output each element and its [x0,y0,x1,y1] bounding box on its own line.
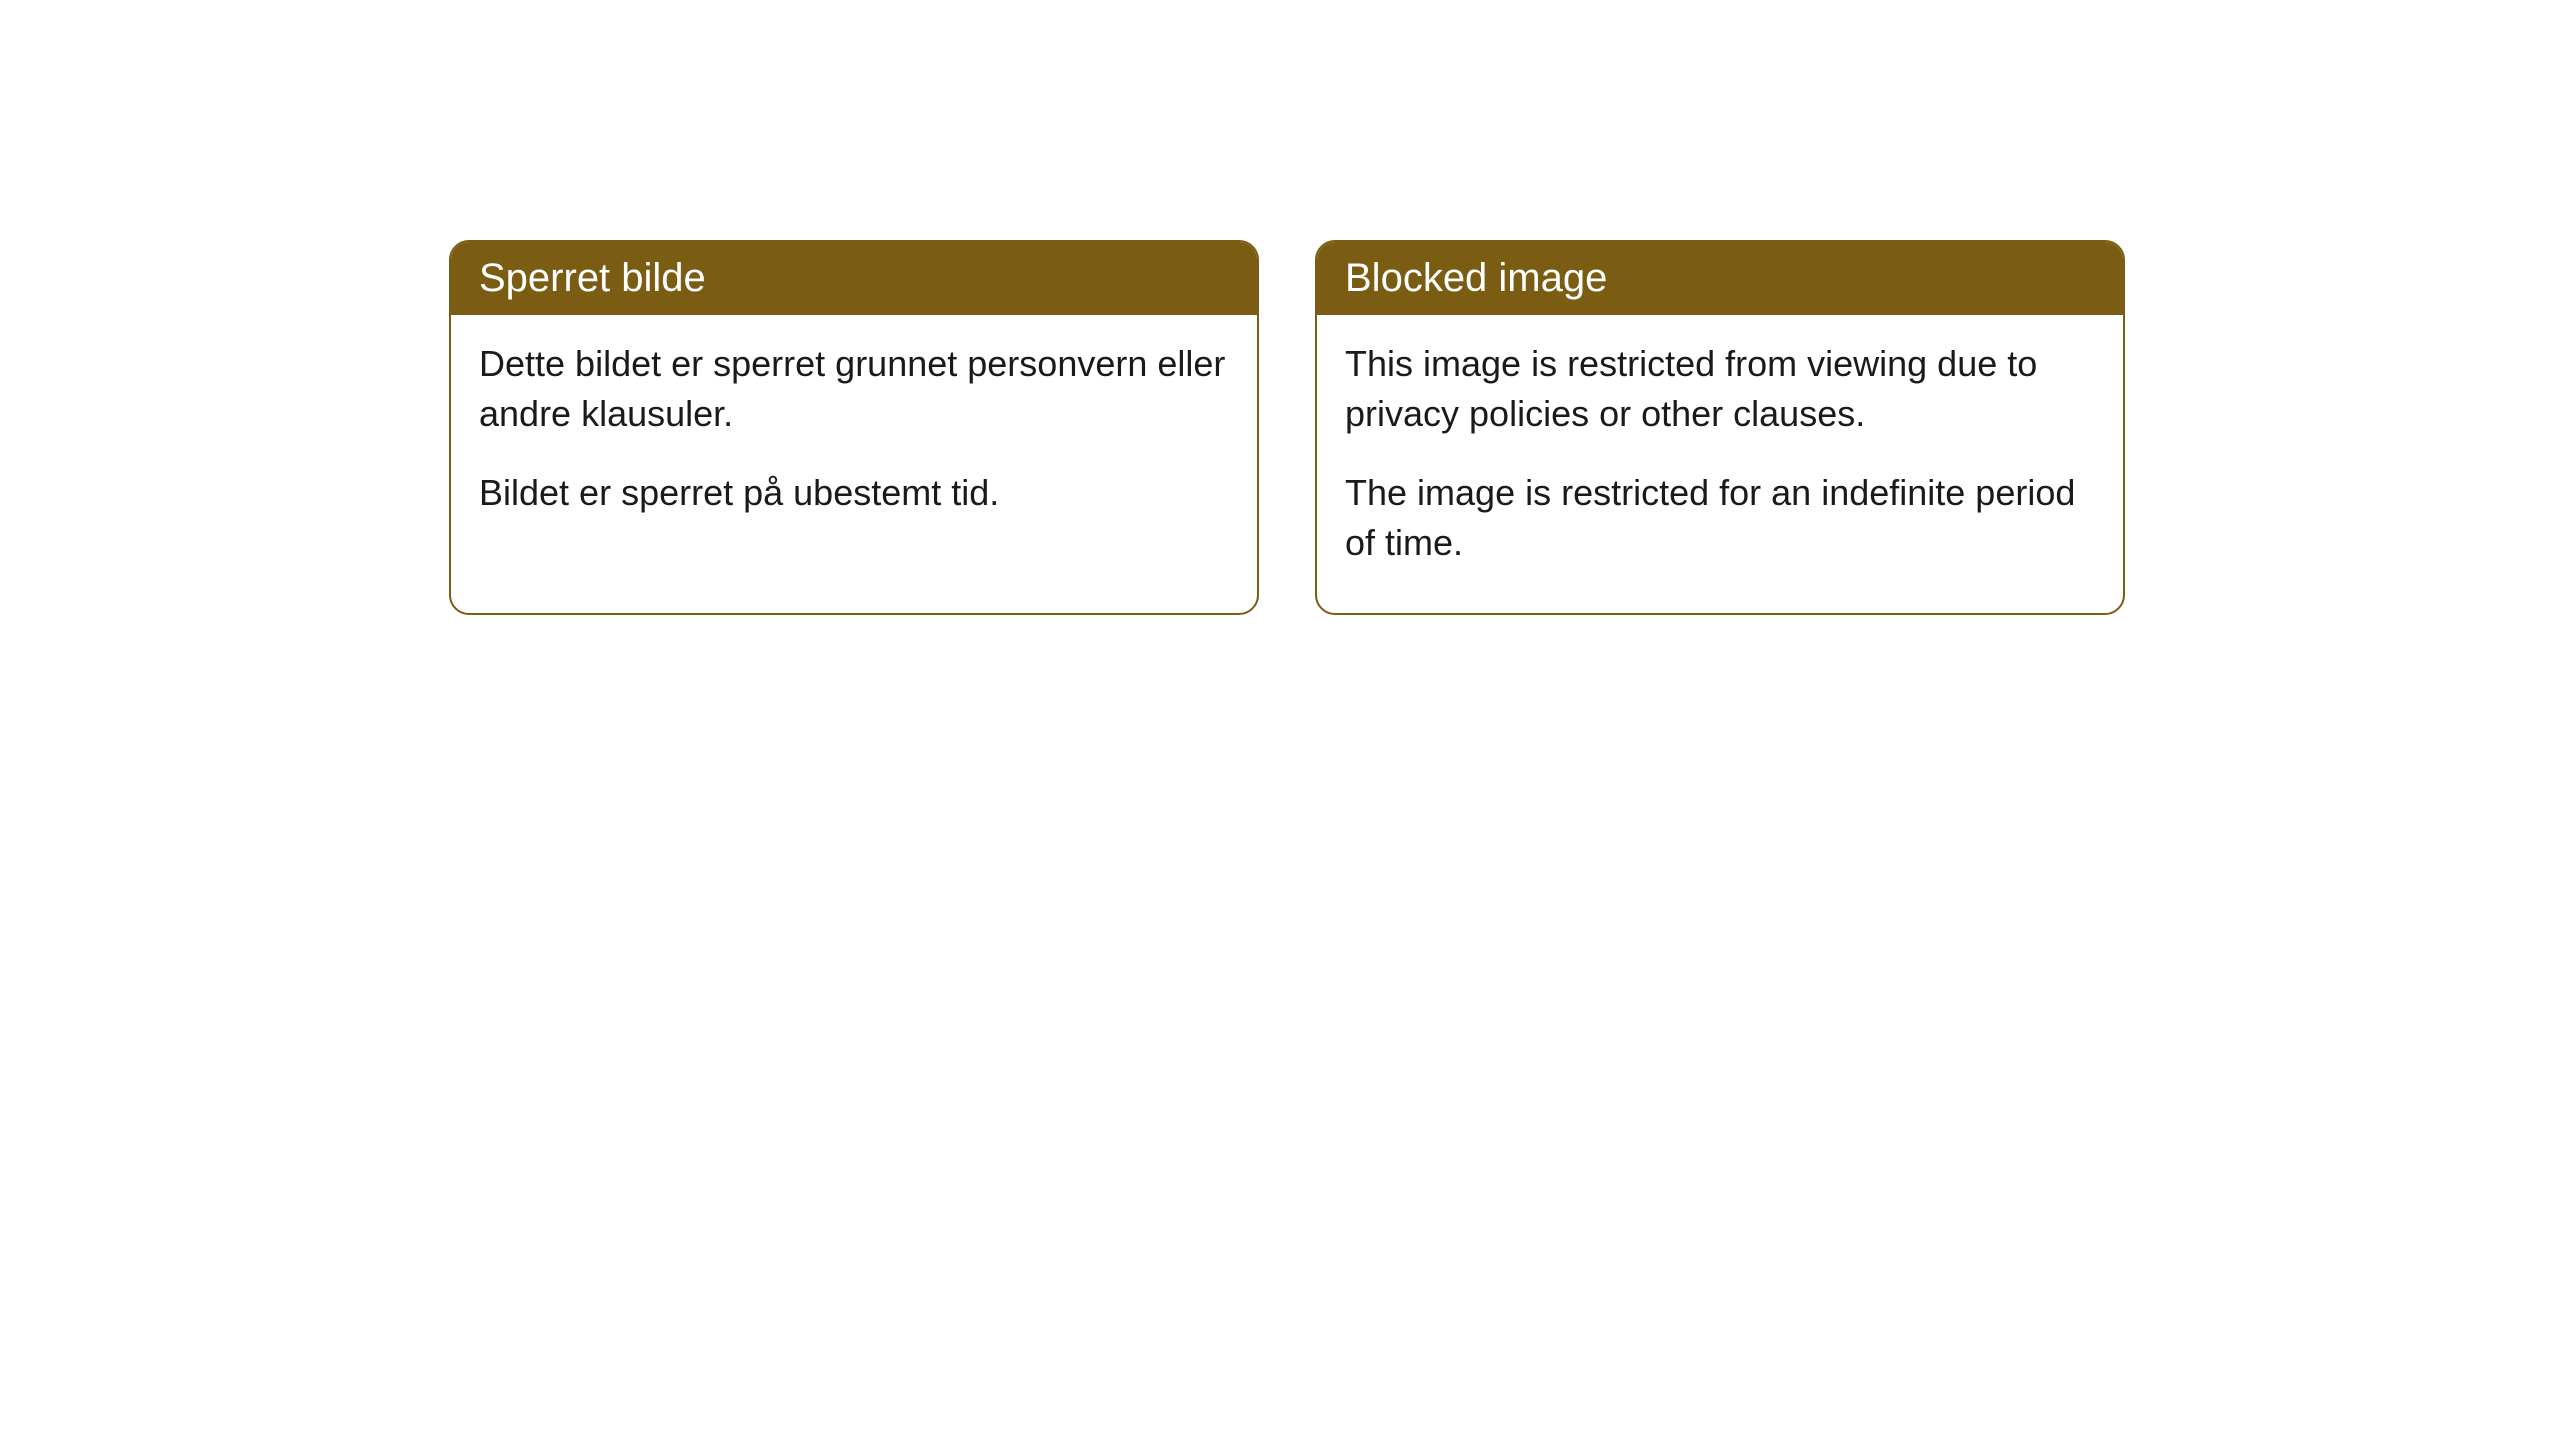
card-body-norwegian: Dette bildet er sperret grunnet personve… [451,315,1257,562]
card-header-norwegian: Sperret bilde [451,242,1257,315]
card-header-english: Blocked image [1317,242,2123,315]
card-body-english: This image is restricted from viewing du… [1317,315,2123,613]
card-paragraph-1: This image is restricted from viewing du… [1345,339,2095,440]
card-paragraph-1: Dette bildet er sperret grunnet personve… [479,339,1229,440]
notice-cards-container: Sperret bilde Dette bildet er sperret gr… [449,240,2125,615]
blocked-image-card-english: Blocked image This image is restricted f… [1315,240,2125,615]
card-paragraph-2: The image is restricted for an indefinit… [1345,468,2095,569]
card-title: Sperret bilde [479,256,706,300]
blocked-image-card-norwegian: Sperret bilde Dette bildet er sperret gr… [449,240,1259,615]
card-title: Blocked image [1345,256,1607,300]
card-paragraph-2: Bildet er sperret på ubestemt tid. [479,468,1229,518]
